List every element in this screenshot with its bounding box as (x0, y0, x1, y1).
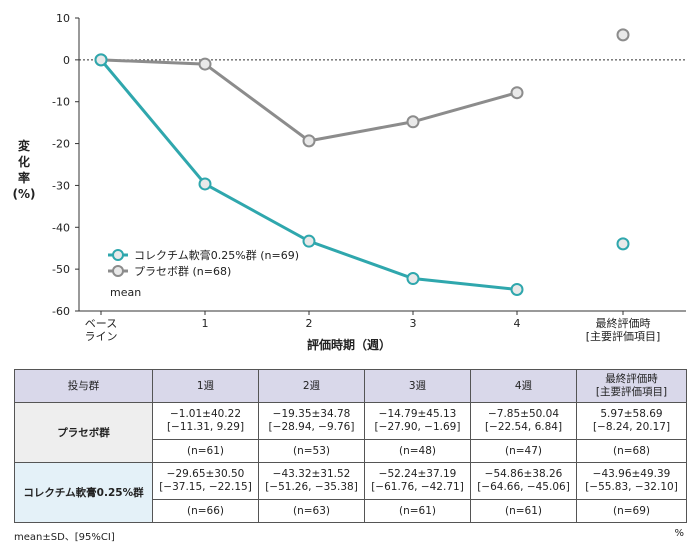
data-point (510, 86, 524, 100)
table-cell: (n=48) (364, 439, 471, 463)
x-tick-label: 3 (410, 317, 417, 330)
data-point (198, 57, 212, 71)
table-row: コレクチム軟膏0.25%群 −29.65±30.50 [−37.15, −22.… (14, 462, 687, 523)
header-final: 最終評価時 [主要評価項目] (576, 369, 687, 403)
results-table: 投与群 1週 2週 3週 4週 最終評価時 [主要評価項目] プラセボ群 −1.… (14, 369, 687, 523)
table-cell: −43.96±49.39 [−55.83, −32.10] (576, 462, 687, 500)
table-cell: −19.35±34.78 [−28.94, −9.76] (258, 402, 365, 440)
y-tick-label: -20 (52, 138, 70, 151)
x-axis-label: 評価時期（週） (307, 337, 391, 352)
footnote-stats: mean±SD、[95%CI] (14, 532, 115, 543)
table-cell: 5.97±58.69 [−8.24, 20.17] (576, 402, 687, 440)
legend-label: プラセボ群 (n=68) (134, 264, 231, 278)
legend-label: コレクチム軟膏0.25%群 (n=69) (134, 248, 299, 262)
data-point (302, 134, 316, 148)
table-cell: −14.79±45.13 [−27.90, −1.69] (364, 402, 471, 440)
data-point (302, 234, 316, 248)
table-row: (n=66) (n=63) (n=61) (n=61) (n=69) (15, 499, 687, 523)
table-cell: −52.24±37.19 [−61.76, −42.71] (364, 462, 471, 500)
x-tick-label: 最終評価時 (596, 316, 651, 330)
table-cell: −54.86±38.26 [−64.66, −45.06] (470, 462, 577, 500)
table-cell: −29.65±30.50 [−37.15, −22.15] (152, 462, 259, 500)
header-group-cell: 投与群 (14, 369, 153, 403)
legend-annotation: mean (110, 286, 141, 299)
x-tick-label: 1 (202, 317, 209, 330)
table-cell: (n=68) (576, 439, 687, 463)
y-tick-label: -50 (52, 263, 70, 276)
header-week3: 3週 (364, 369, 471, 403)
group-corectim: コレクチム軟膏0.25%群 (14, 462, 153, 523)
y-axis-label: (%) (13, 187, 36, 201)
data-point (616, 28, 630, 42)
y-axis-label: 率 (18, 170, 30, 185)
data-point (510, 282, 524, 296)
table-header-row: 投与群 1週 2週 3週 4週 最終評価時 [主要評価項目] (14, 369, 687, 403)
data-point (616, 237, 630, 251)
table-cell: −7.85±50.04 [−22.54, 6.84] (470, 402, 577, 440)
y-tick-label: 10 (56, 12, 70, 25)
table-cell: (n=47) (470, 439, 577, 463)
x-tick-label: 2 (306, 317, 313, 330)
legend-swatch-marker (112, 265, 124, 277)
y-tick-label: 0 (63, 54, 70, 67)
header-week2: 2週 (258, 369, 365, 403)
data-point (198, 177, 212, 191)
table-cell: (n=69) (576, 499, 687, 523)
table-cell: (n=61) (364, 499, 471, 523)
data-point (94, 53, 108, 67)
x-tick-label: ベース (85, 317, 117, 330)
y-tick-label: -10 (52, 96, 70, 109)
y-axis-label: 化 (18, 154, 30, 169)
table-row: プラセボ群 −1.01±40.22 [−11.31, 9.29] −19.35±… (14, 402, 687, 463)
table-row: (n=61) (n=53) (n=48) (n=47) (n=68) (15, 439, 687, 463)
data-point (406, 115, 420, 129)
table-cell: −43.32±31.52 [−51.26, −35.38] (258, 462, 365, 500)
group-placebo: プラセボ群 (14, 402, 153, 463)
table-cell: (n=53) (258, 439, 365, 463)
y-tick-label: -30 (52, 179, 70, 192)
header-week4: 4週 (470, 369, 577, 403)
table-cell: (n=61) (152, 439, 259, 463)
data-point (406, 272, 420, 286)
footnote-unit: % (674, 528, 684, 539)
table-cell: −1.01±40.22 [−11.31, 9.29] (152, 402, 259, 440)
table-cell: (n=61) (470, 499, 577, 523)
y-tick-label: -40 (52, 221, 70, 234)
legend-swatch-marker (112, 249, 124, 261)
x-tick-label: [主要評価項目] (586, 329, 661, 343)
y-axis-label: 変 (18, 138, 31, 153)
x-tick-label: 4 (514, 317, 521, 330)
y-tick-label: -60 (52, 305, 70, 318)
series-line (100, 58, 518, 143)
table-cell: (n=66) (152, 499, 259, 523)
table-cell: (n=63) (258, 499, 365, 523)
header-week1: 1週 (152, 369, 259, 403)
x-tick-label: ライン (85, 330, 118, 343)
